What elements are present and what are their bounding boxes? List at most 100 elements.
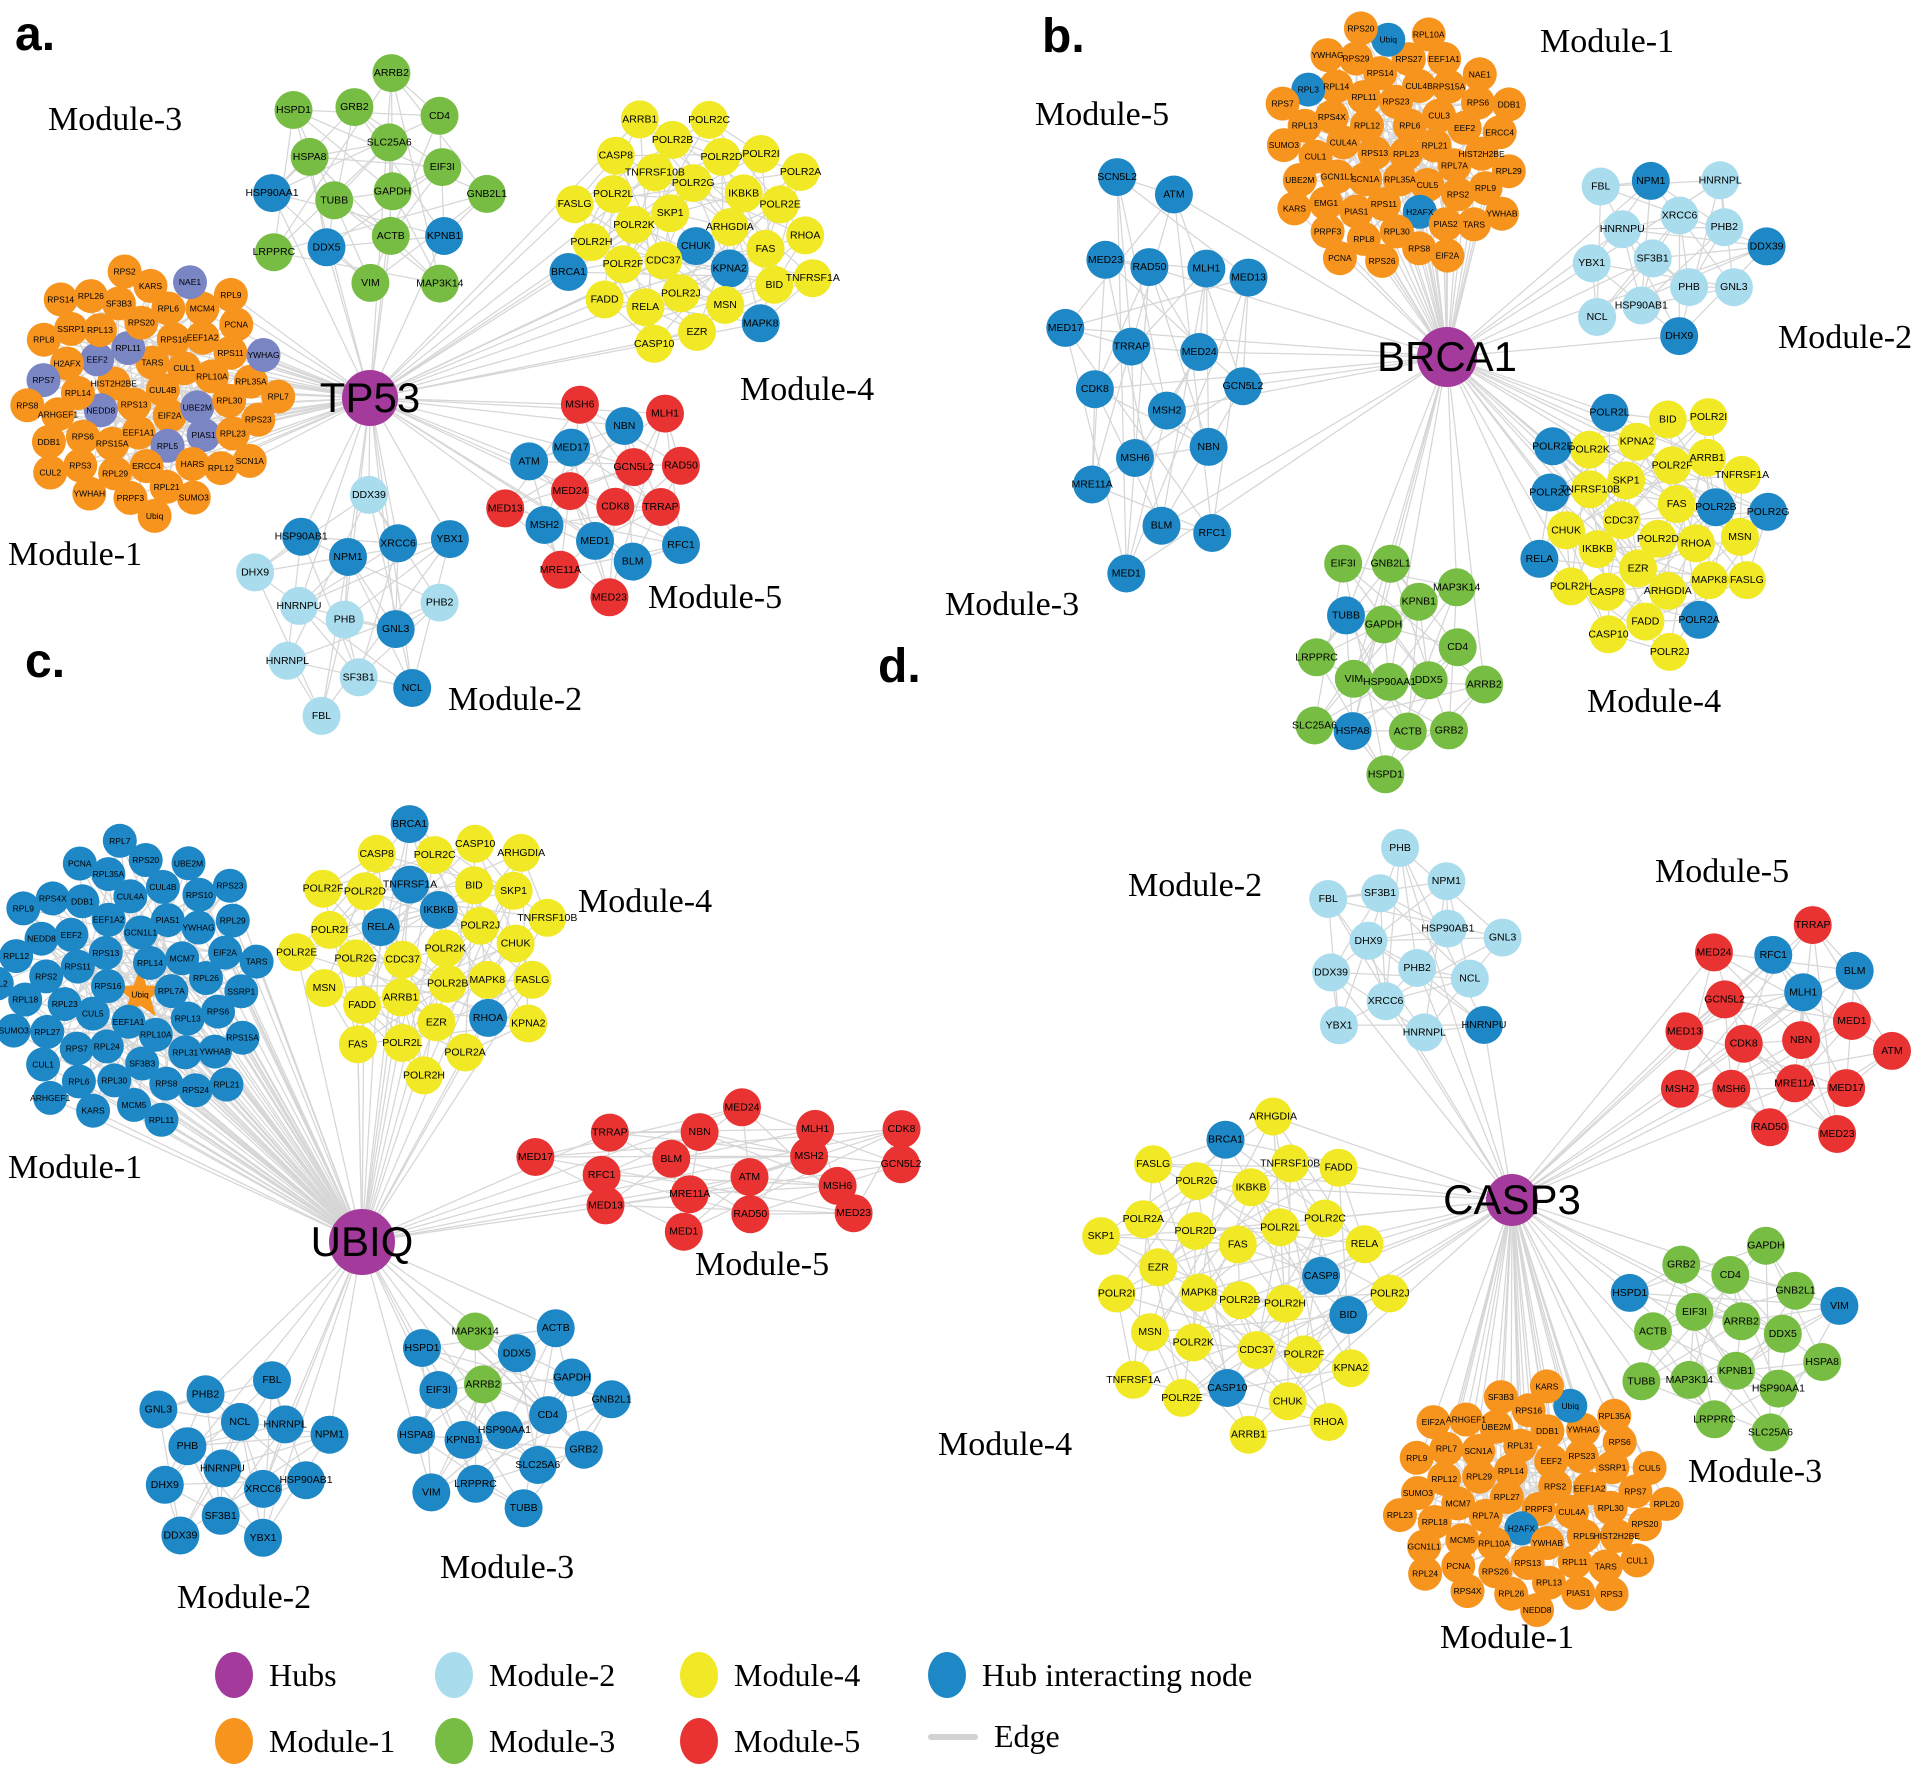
- node-DDB1[interactable]: [65, 884, 100, 919]
- node-ARHGEF1[interactable]: [33, 1080, 68, 1115]
- node-DDX39[interactable]: [161, 1516, 200, 1555]
- node-EEF1A2[interactable]: [185, 320, 220, 355]
- node-NEDD8[interactable]: [1520, 1593, 1555, 1627]
- node-Ubiq[interactable]: [137, 498, 172, 533]
- node-ARHGEF1[interactable]: [41, 397, 75, 432]
- node-DDX39[interactable]: [1312, 953, 1351, 992]
- node-EIF2A[interactable]: [152, 398, 187, 433]
- node-RPS13[interactable]: [117, 387, 152, 422]
- node-HNRNPU[interactable]: [203, 1449, 242, 1488]
- node-CUL2[interactable]: [0, 966, 14, 1001]
- node-H2AFX[interactable]: [1402, 194, 1437, 229]
- node-ARRB1[interactable]: [1688, 438, 1727, 477]
- node-FAS[interactable]: [1218, 1225, 1257, 1264]
- node-RPL26[interactable]: [1494, 1576, 1529, 1611]
- node-TUBB[interactable]: [504, 1489, 543, 1528]
- node-IKBKB[interactable]: [1578, 530, 1617, 569]
- node-RPL26[interactable]: [189, 961, 223, 995]
- node-HSP90AB1[interactable]: [287, 1461, 325, 1500]
- node-CUL5[interactable]: [75, 996, 110, 1031]
- node-ARRB2[interactable]: [1465, 665, 1504, 704]
- node-RPS24[interactable]: [178, 1073, 213, 1108]
- node-HSP90AB1[interactable]: [282, 517, 321, 556]
- node-RPS14[interactable]: [43, 282, 78, 317]
- node-ARRB1[interactable]: [620, 100, 659, 139]
- node-BLM[interactable]: [1142, 506, 1181, 545]
- node-RAD50[interactable]: [1130, 248, 1169, 287]
- node-PCNA[interactable]: [62, 846, 97, 881]
- node-TNFRSF10B[interactable]: [1571, 470, 1609, 509]
- node-RPL30[interactable]: [1593, 1490, 1628, 1525]
- node-SCN1A[interactable]: [1348, 162, 1383, 197]
- node-CUL4A[interactable]: [113, 879, 148, 914]
- node-GNL3[interactable]: [139, 1390, 178, 1429]
- node-POLR2K[interactable]: [426, 929, 465, 968]
- node-YWHAG[interactable]: [246, 338, 281, 372]
- node-GNL3[interactable]: [376, 610, 415, 649]
- node-CDK8[interactable]: [1724, 1024, 1763, 1063]
- node-RPS4X[interactable]: [1314, 99, 1349, 134]
- node-EZR[interactable]: [678, 313, 716, 351]
- node-MAP3K14[interactable]: [456, 1312, 495, 1351]
- node-NCL[interactable]: [1450, 959, 1489, 998]
- node-CDK8[interactable]: [882, 1110, 921, 1149]
- node-ARHGDIA[interactable]: [710, 208, 749, 247]
- node-MSH2[interactable]: [1147, 391, 1186, 430]
- node-POLR2B[interactable]: [653, 120, 692, 159]
- node-RPS20[interactable]: [1343, 11, 1378, 46]
- node-RPL29[interactable]: [1491, 154, 1526, 189]
- node-GCN1L1[interactable]: [123, 915, 158, 950]
- node-POLR2B[interactable]: [428, 964, 467, 1003]
- node-RPL7A[interactable]: [154, 974, 189, 1009]
- node-TRRAP[interactable]: [641, 488, 680, 526]
- node-FASLG[interactable]: [1134, 1145, 1173, 1184]
- node-CASP10[interactable]: [1208, 1369, 1247, 1407]
- node-RPL7A[interactable]: [1468, 1498, 1503, 1533]
- node-NCL[interactable]: [1578, 298, 1617, 336]
- node-POLR2C[interactable]: [415, 836, 454, 875]
- node-EEF1A2[interactable]: [91, 902, 126, 937]
- node-HNRNPL[interactable]: [1405, 1013, 1444, 1052]
- node-YBX1[interactable]: [1320, 1006, 1358, 1045]
- node-Ubiq[interactable]: [1371, 22, 1406, 57]
- node-RELA[interactable]: [1345, 1225, 1384, 1264]
- node-CASP10[interactable]: [635, 324, 674, 363]
- node-POLR2I[interactable]: [310, 910, 349, 949]
- node-PCNA[interactable]: [219, 307, 254, 342]
- node-CHUK[interactable]: [496, 924, 535, 963]
- node-H2AFX[interactable]: [50, 346, 85, 381]
- node-ACTB[interactable]: [371, 216, 410, 255]
- node-TARS[interactable]: [1457, 207, 1491, 242]
- node-MED17[interactable]: [1046, 308, 1085, 347]
- node-MAPK8[interactable]: [1180, 1273, 1219, 1312]
- node-RPL9[interactable]: [6, 891, 41, 926]
- node-MSH6[interactable]: [1712, 1069, 1751, 1108]
- node-RELA[interactable]: [361, 908, 400, 947]
- node-ATM[interactable]: [510, 442, 549, 481]
- node-MAPK8[interactable]: [741, 304, 780, 343]
- node-RPL5[interactable]: [150, 428, 185, 463]
- node-FASLG[interactable]: [513, 960, 552, 999]
- node-RPS8[interactable]: [10, 388, 45, 423]
- hub-node-UBIQ[interactable]: [329, 1209, 395, 1275]
- node-LRPPRC[interactable]: [1695, 1400, 1734, 1439]
- node-KARS[interactable]: [1277, 191, 1312, 226]
- node-RPL12[interactable]: [0, 939, 34, 974]
- node-ARHGEF1[interactable]: [1449, 1402, 1483, 1437]
- node-MED24[interactable]: [551, 472, 589, 511]
- node-HSPD1[interactable]: [1610, 1273, 1649, 1312]
- node-CUL3[interactable]: [1422, 98, 1457, 133]
- node-MSN[interactable]: [305, 969, 344, 1008]
- node-RPL35A[interactable]: [233, 364, 268, 399]
- node-CASP8[interactable]: [1302, 1256, 1341, 1295]
- node-RPL12[interactable]: [203, 451, 238, 486]
- node-RPL6[interactable]: [61, 1064, 96, 1099]
- node-NPM1[interactable]: [1631, 161, 1670, 200]
- node-POLR2H[interactable]: [1551, 567, 1590, 606]
- node-POLR2F[interactable]: [304, 869, 342, 908]
- node-RPL9[interactable]: [1468, 171, 1503, 206]
- node-HNRNPL[interactable]: [268, 641, 307, 680]
- node-RPS3[interactable]: [1594, 1577, 1629, 1611]
- node-IKBKB[interactable]: [419, 891, 458, 929]
- node-DDB1[interactable]: [31, 424, 66, 459]
